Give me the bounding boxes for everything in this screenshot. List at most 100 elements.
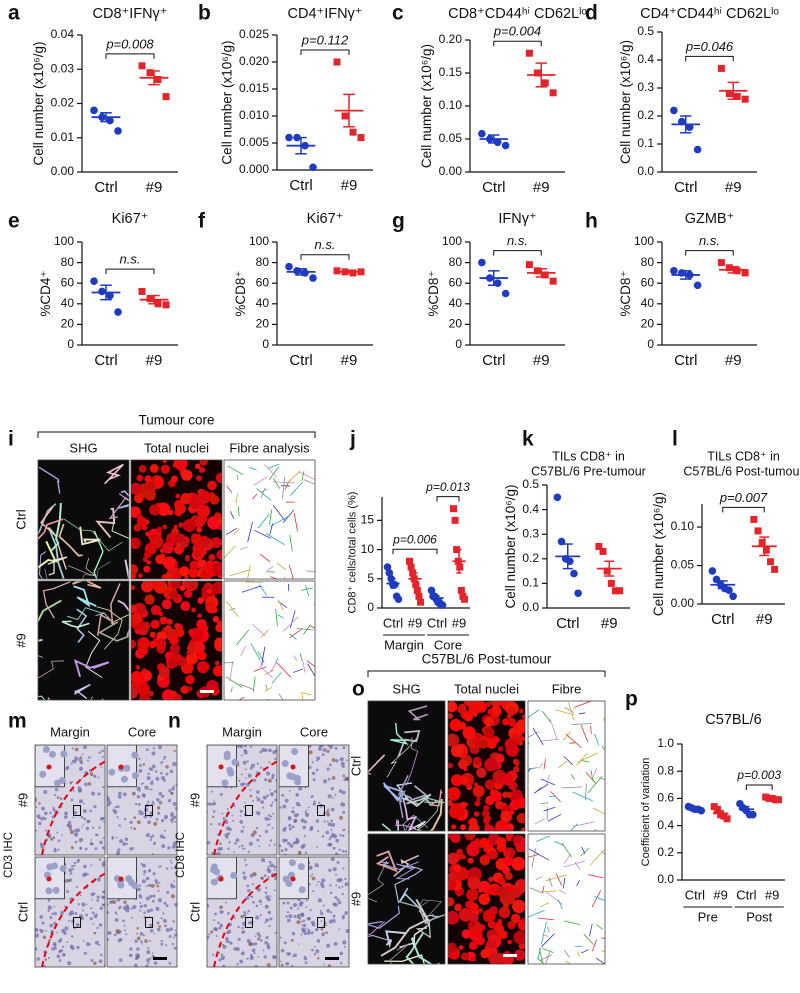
cell xyxy=(151,884,155,888)
nucleus xyxy=(185,557,190,562)
cell xyxy=(253,779,256,782)
title-bracket xyxy=(368,671,605,677)
cell xyxy=(131,917,133,919)
nucleus xyxy=(191,608,196,613)
nucleus xyxy=(483,910,496,923)
data-point xyxy=(139,288,146,295)
cell xyxy=(331,787,334,790)
cell xyxy=(264,874,266,876)
cell xyxy=(326,944,330,948)
data-point xyxy=(694,281,702,289)
nucleus xyxy=(197,597,204,604)
micrograph xyxy=(446,695,529,836)
cell xyxy=(136,947,139,950)
cell xyxy=(207,803,209,805)
panel-letter: p xyxy=(625,688,638,711)
cell xyxy=(236,963,238,965)
positive-cell xyxy=(219,877,224,882)
micrograph xyxy=(278,743,350,856)
cell xyxy=(41,807,45,811)
data-point xyxy=(417,599,424,606)
nucleus xyxy=(498,746,503,751)
x-tick-label: Ctrl xyxy=(556,615,579,632)
group-label: Core xyxy=(434,637,462,652)
cell xyxy=(53,809,56,812)
cell xyxy=(54,912,57,915)
significance-label: p=0.007 xyxy=(719,490,768,505)
micrograph xyxy=(127,457,229,583)
data-point xyxy=(98,288,106,296)
cell xyxy=(116,816,118,818)
y-axis-label: CD8⁺ cells/total cells (%) xyxy=(347,492,359,614)
cell xyxy=(221,954,224,957)
nucleus xyxy=(447,853,459,865)
chart-title: CD4⁺CD44ʰⁱ CD62Lˡᵒ xyxy=(640,6,779,22)
panel-letter: a xyxy=(8,2,20,25)
cell xyxy=(156,818,159,821)
cell xyxy=(109,901,112,904)
cell xyxy=(311,921,315,925)
cell xyxy=(68,879,70,881)
cell xyxy=(54,947,57,950)
cell xyxy=(137,927,140,930)
cell xyxy=(86,942,90,946)
micrograph xyxy=(213,460,331,586)
data-point xyxy=(550,89,557,96)
nucleus xyxy=(180,686,187,693)
cell xyxy=(336,898,339,901)
cell xyxy=(85,848,88,851)
cell xyxy=(160,943,163,946)
cell xyxy=(252,800,254,802)
nucleus xyxy=(460,802,467,809)
y-tick-label: 0.020 xyxy=(239,54,269,68)
cell xyxy=(342,893,344,895)
cell xyxy=(247,889,250,892)
cell xyxy=(123,906,127,910)
cell xyxy=(295,793,299,797)
nucleus xyxy=(196,475,202,481)
cell xyxy=(268,779,272,783)
cell xyxy=(285,962,289,966)
cell xyxy=(305,813,309,817)
cell xyxy=(140,932,144,936)
cell xyxy=(62,946,64,948)
x-tick-label: Ctrl xyxy=(482,352,505,369)
cell xyxy=(171,792,174,795)
cell xyxy=(152,952,154,954)
nucleus xyxy=(162,599,172,609)
cell xyxy=(89,757,91,759)
chart-title: IFNγ⁺ xyxy=(498,211,536,227)
cell xyxy=(256,905,259,908)
cell xyxy=(269,789,271,791)
inset-cell xyxy=(125,875,132,882)
cell xyxy=(88,820,91,823)
y-tick-label: 15 xyxy=(361,513,375,527)
nucleus xyxy=(163,556,176,569)
cell xyxy=(308,807,310,809)
cell xyxy=(135,803,137,805)
data-point xyxy=(478,259,486,267)
data-point xyxy=(478,130,486,138)
nucleus xyxy=(150,534,154,538)
inset-cell xyxy=(289,859,296,866)
cell xyxy=(93,962,96,965)
cell xyxy=(340,804,342,806)
inset-cell xyxy=(132,772,139,779)
cell xyxy=(312,890,314,892)
cell xyxy=(37,957,40,960)
cell xyxy=(332,758,336,762)
nucleus xyxy=(461,953,469,961)
nucleus xyxy=(457,705,465,713)
y-tick-label: 20 xyxy=(256,317,270,331)
cell xyxy=(123,792,127,796)
cell xyxy=(139,885,141,887)
nucleus xyxy=(469,941,478,950)
cell xyxy=(146,897,150,901)
cell xyxy=(165,765,168,768)
cell xyxy=(44,958,46,960)
cell xyxy=(211,803,213,805)
cell xyxy=(217,922,220,925)
y-axis-label: Coefficient of variation xyxy=(640,758,652,867)
cell xyxy=(216,935,218,937)
cell xyxy=(35,933,39,937)
